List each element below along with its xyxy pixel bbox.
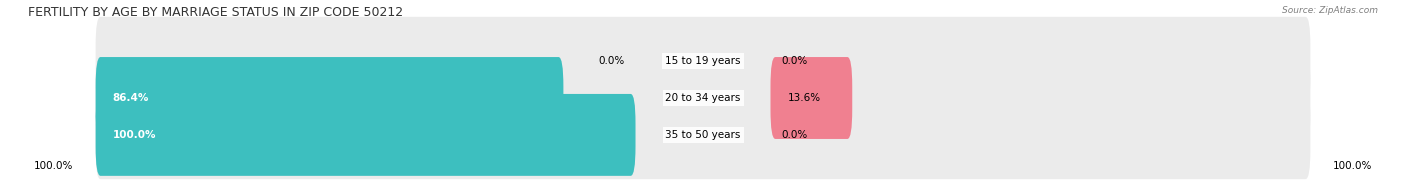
FancyBboxPatch shape	[96, 17, 1310, 105]
FancyBboxPatch shape	[96, 91, 1310, 179]
Text: 0.0%: 0.0%	[599, 56, 624, 66]
FancyBboxPatch shape	[770, 57, 852, 139]
Text: Source: ZipAtlas.com: Source: ZipAtlas.com	[1282, 6, 1378, 15]
FancyBboxPatch shape	[96, 54, 1310, 142]
Text: 15 to 19 years: 15 to 19 years	[665, 56, 741, 66]
FancyBboxPatch shape	[96, 57, 564, 139]
Text: 100.0%: 100.0%	[112, 130, 156, 140]
FancyBboxPatch shape	[96, 94, 636, 176]
Text: 100.0%: 100.0%	[1333, 161, 1372, 171]
Text: 13.6%: 13.6%	[787, 93, 821, 103]
Text: 100.0%: 100.0%	[34, 161, 73, 171]
Text: 0.0%: 0.0%	[782, 130, 807, 140]
Text: 86.4%: 86.4%	[112, 93, 149, 103]
Text: 20 to 34 years: 20 to 34 years	[665, 93, 741, 103]
Text: 35 to 50 years: 35 to 50 years	[665, 130, 741, 140]
Text: 0.0%: 0.0%	[782, 56, 807, 66]
Text: FERTILITY BY AGE BY MARRIAGE STATUS IN ZIP CODE 50212: FERTILITY BY AGE BY MARRIAGE STATUS IN Z…	[28, 6, 404, 19]
